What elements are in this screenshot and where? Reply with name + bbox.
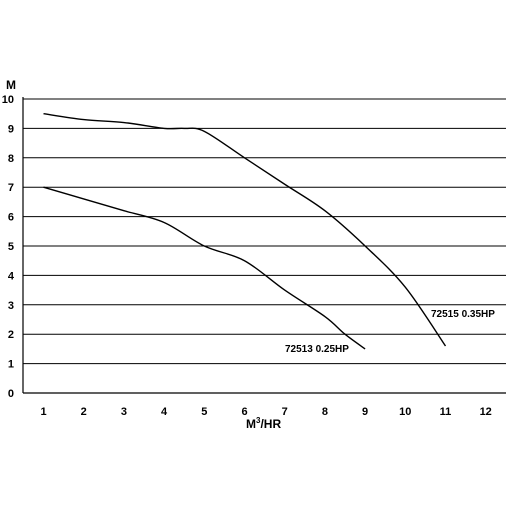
x-tick-label: 12 (480, 406, 492, 418)
y-tick-label: 2 (8, 329, 14, 341)
x-tick-label: 3 (121, 406, 127, 418)
series-line (43, 113, 447, 347)
y-tick-label: 3 (8, 300, 14, 312)
x-tick-label: 11 (440, 406, 452, 418)
y-tick-label: 0 (8, 388, 14, 400)
series-lines (43, 113, 447, 350)
y-axis-label: M (6, 78, 16, 92)
axes (22, 97, 506, 394)
x-tick-label: 7 (282, 406, 288, 418)
series-label: 72515 0.35HP (431, 309, 495, 320)
series-label: 72513 0.25HP (285, 344, 349, 355)
series-line (43, 186, 366, 350)
y-tick-label: 4 (8, 270, 15, 282)
x-tick-label: 5 (201, 406, 207, 418)
x-axis-label: M3/HR (246, 416, 281, 431)
x-tick-label: 6 (241, 406, 247, 418)
x-tick-label: 4 (161, 406, 168, 418)
y-tick-label: 9 (8, 123, 14, 135)
x-tick-label: 2 (81, 406, 87, 418)
y-tick-label: 1 (8, 359, 14, 371)
grid-lines (23, 98, 506, 365)
y-tick-label: 7 (8, 182, 14, 194)
y-tick-label: 10 (2, 94, 14, 106)
x-tick-label: 8 (322, 406, 328, 418)
y-tick-label: 5 (8, 241, 14, 253)
x-tick-label: 1 (40, 406, 46, 418)
y-tick-label: 6 (8, 212, 14, 224)
y-tick-label: 8 (8, 153, 14, 165)
x-tick-label: 10 (399, 406, 411, 418)
x-tick-label: 9 (362, 406, 368, 418)
series-labels: 72515 0.35HP 72513 0.25HP (285, 309, 495, 355)
